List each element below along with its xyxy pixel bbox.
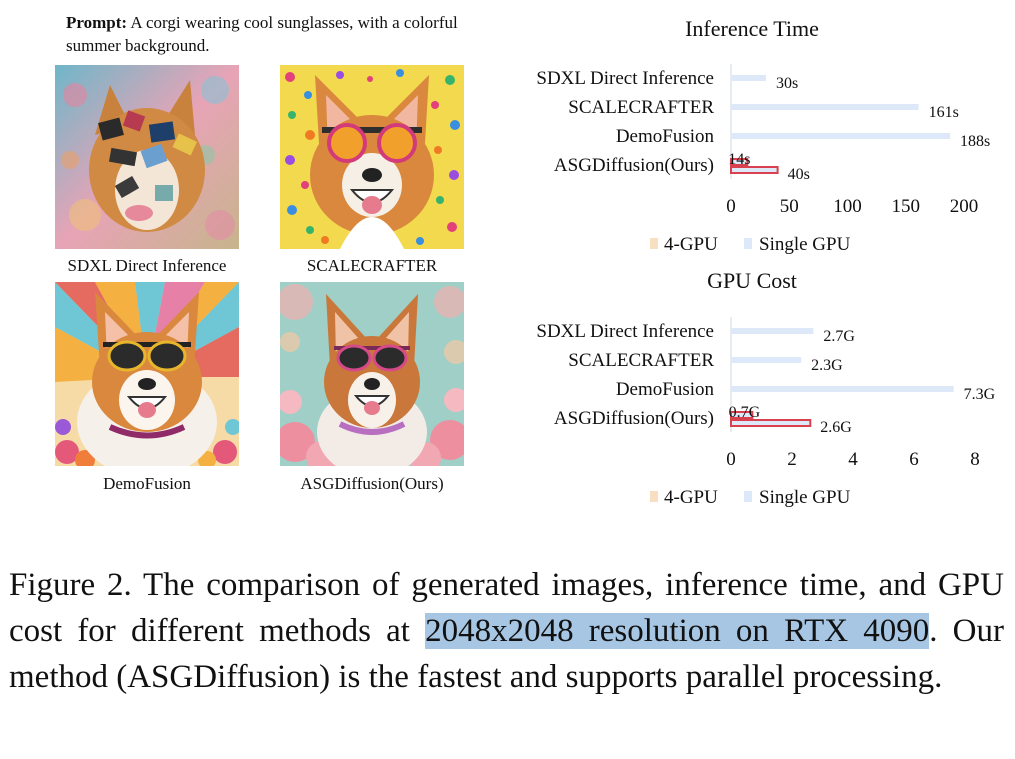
caption-sdxl-direct-inference: SDXL Direct Inference (67, 256, 227, 275)
value-label-single-1-0: 2.7G (823, 328, 855, 345)
caption-text-2: . Our method (ASGDiffusion) is the faste… (9, 613, 1004, 695)
bar-single-gpu-1-3 (730, 419, 812, 427)
bar-single-gpu-0-0 (731, 75, 766, 81)
legend-label-single-gpu-1: Single GPU (759, 487, 851, 508)
bar-single-gpu-1-2 (731, 386, 954, 392)
category-label-0-0: SDXL Direct Inference (536, 68, 714, 89)
category-label-0-1: SCALECRAFTER (568, 97, 714, 118)
image-asgdiffusion (280, 282, 464, 466)
legend-swatch-single-gpu-0 (744, 238, 752, 249)
value-label-single-1-2: 7.3G (964, 386, 996, 403)
category-label-1-0: SDXL Direct Inference (536, 321, 714, 342)
chart-title-1: GPU Cost (707, 268, 797, 293)
value-label-single-0-2: 188s (960, 133, 990, 150)
image-scalecrafter (280, 65, 464, 249)
legend-swatch-four-gpu-0 (650, 238, 658, 249)
value-label-four-1-3: 0.7G (729, 404, 761, 421)
x-tick-label-0-4: 200 (950, 196, 979, 217)
legend-label-four-gpu-0: 4-GPU (664, 234, 718, 255)
x-tick-label-1-4: 8 (970, 449, 980, 470)
bar-single-gpu-1-1 (731, 357, 802, 363)
bar-four-gpu-0-3 (730, 158, 749, 166)
prompt-text: A corgi wearing cool sunglasses, with a … (66, 13, 458, 55)
caption-highlight: 2048x2048 resolution on RTX 4090 (425, 613, 930, 649)
chart-title-0: Inference Time (685, 16, 819, 41)
category-label-1-1: SCALECRAFTER (568, 350, 714, 371)
x-tick-label-0-0: 0 (726, 196, 736, 217)
caption-demofusion: DemoFusion (103, 474, 191, 493)
bar-four-gpu-1-3 (730, 411, 754, 419)
x-tick-label-1-2: 4 (848, 449, 858, 470)
bar-single-gpu-1-0 (731, 328, 814, 334)
legend-label-single-gpu-0: Single GPU (759, 234, 851, 255)
caption-asgdiffusion: ASGDiffusion(Ours) (300, 474, 444, 493)
x-tick-label-1-0: 0 (726, 449, 736, 470)
value-label-four-0-3: 14s (728, 151, 750, 168)
legend-swatch-single-gpu-1 (744, 491, 752, 502)
x-tick-label-0-3: 150 (892, 196, 921, 217)
category-label-1-3: ASGDiffusion(Ours) (554, 408, 714, 429)
value-label-single-1-3: 2.6G (820, 419, 852, 436)
x-tick-label-1-1: 2 (787, 449, 797, 470)
bar-single-gpu-0-2 (731, 133, 951, 139)
value-label-single-0-0: 30s (776, 75, 798, 92)
legend-label-four-gpu-1: 4-GPU (664, 487, 718, 508)
caption-text-1: Figure 2. The comparison of generated im… (9, 567, 1004, 649)
prompt-label: Prompt: (66, 13, 128, 32)
prompt: Prompt: A corgi wearing cool sunglasses,… (66, 11, 466, 57)
bar-single-gpu-0-1 (731, 104, 919, 110)
category-label-1-2: DemoFusion (616, 379, 715, 400)
caption-scalecrafter: SCALECRAFTER (306, 256, 438, 275)
category-label-0-3: ASGDiffusion(Ours) (554, 155, 714, 176)
value-label-single-0-3: 40s (788, 166, 810, 183)
legend-swatch-four-gpu-1 (650, 491, 658, 502)
charts-panel: Inference Time SDXL Direct Inference SCALE… (536, 16, 996, 508)
x-tick-label-0-2: 100 (833, 196, 862, 217)
image-sdxl-direct-inference (55, 65, 239, 249)
value-label-single-1-1: 2.3G (811, 357, 843, 374)
x-tick-label-0-1: 50 (780, 196, 799, 217)
value-label-single-0-1: 161s (929, 104, 959, 121)
image-demofusion (55, 282, 239, 466)
figure-caption: Figure 2. The comparison of generated im… (9, 562, 1004, 700)
x-tick-label-1-3: 6 (909, 449, 919, 470)
category-label-0-2: DemoFusion (616, 126, 715, 147)
bar-single-gpu-0-3 (730, 166, 779, 174)
